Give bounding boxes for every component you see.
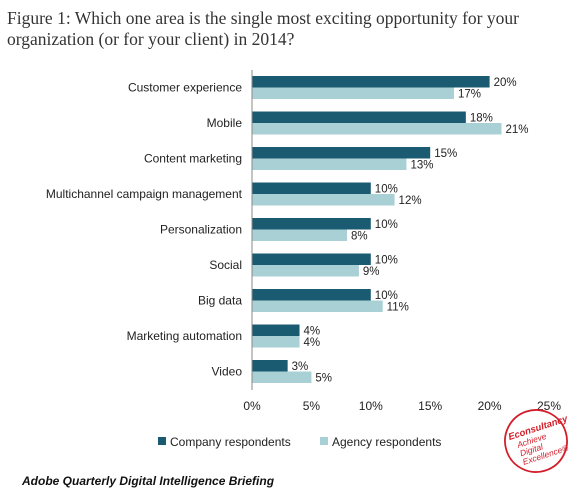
value-label-agency-content-marketing: 13% bbox=[410, 160, 433, 172]
value-label-agency-big-data: 11% bbox=[387, 302, 409, 314]
category-label-multichannel-campaign-management: Multichannel campaign management bbox=[46, 187, 243, 201]
bar-agency-big-data bbox=[252, 300, 383, 312]
value-label-company-marketing-automation: 4% bbox=[304, 326, 321, 338]
value-label-company-personalization: 10% bbox=[375, 219, 398, 231]
value-label-agency-customer-experience: 17% bbox=[458, 89, 481, 101]
bars-layer bbox=[252, 76, 502, 383]
legend-label-company: Company respondents bbox=[170, 435, 291, 449]
chart-title: Figure 1: Which one area is the single m… bbox=[7, 8, 577, 50]
chart-title-line-1: Figure 1: Which one area is the single m… bbox=[7, 8, 519, 28]
value-label-agency-video: 5% bbox=[315, 373, 332, 385]
value-label-company-customer-experience: 20% bbox=[494, 77, 517, 89]
value-label-agency-personalization: 8% bbox=[351, 231, 368, 243]
category-labels-layer: Customer experience Mobile Content marketi… bbox=[46, 81, 243, 379]
value-label-company-mobile: 18% bbox=[470, 113, 493, 125]
value-label-agency-marketing-automation: 4% bbox=[304, 337, 321, 349]
value-label-agency-mobile: 21% bbox=[505, 124, 528, 136]
bar-company-personalization bbox=[252, 218, 371, 230]
bar-company-content-marketing bbox=[252, 147, 431, 159]
bar-company-social bbox=[252, 253, 371, 265]
value-label-company-video: 3% bbox=[292, 361, 309, 373]
value-label-company-big-data: 10% bbox=[375, 290, 398, 302]
bar-agency-personalization bbox=[252, 229, 348, 241]
category-label-mobile: Mobile bbox=[207, 116, 243, 130]
bar-company-multichannel-campaign-management bbox=[252, 182, 371, 194]
x-tick-label-20: 20% bbox=[478, 399, 502, 413]
bar-agency-customer-experience bbox=[252, 87, 454, 99]
value-label-company-social: 10% bbox=[375, 255, 398, 267]
bar-agency-content-marketing bbox=[252, 158, 407, 170]
stamp-circle bbox=[504, 409, 568, 473]
bar-agency-social bbox=[252, 265, 359, 277]
x-tick-label-10: 10% bbox=[359, 399, 383, 413]
category-label-video: Video bbox=[212, 365, 243, 379]
bar-company-marketing-automation bbox=[252, 324, 300, 336]
category-label-marketing-automation: Marketing automation bbox=[127, 329, 242, 343]
category-label-personalization: Personalization bbox=[160, 223, 242, 237]
x-tick-label-5: 5% bbox=[303, 399, 321, 413]
x-tick-labels-layer: 0% 5% 10% 15% 20% 25% bbox=[243, 399, 561, 413]
source-caption: Adobe Quarterly Digital Intelligence Bri… bbox=[22, 474, 275, 488]
legend: Company respondents Agency respondents bbox=[158, 435, 441, 449]
x-tick-label-0: 0% bbox=[243, 399, 261, 413]
x-tick-label-25: 25% bbox=[537, 399, 561, 413]
value-label-company-content-marketing: 15% bbox=[434, 148, 457, 160]
x-tick-label-15: 15% bbox=[418, 399, 442, 413]
legend-swatch-agency bbox=[320, 437, 328, 445]
category-label-big-data: Big data bbox=[198, 294, 242, 308]
legend-swatch-company bbox=[158, 437, 166, 445]
value-label-company-multichannel-campaign-management: 10% bbox=[375, 184, 398, 196]
bar-company-big-data bbox=[252, 289, 371, 301]
value-label-agency-multichannel-campaign-management: 12% bbox=[399, 195, 422, 207]
bar-agency-multichannel-campaign-management bbox=[252, 194, 395, 206]
bar-company-video bbox=[252, 360, 288, 372]
bar-agency-mobile bbox=[252, 123, 502, 135]
bar-agency-marketing-automation bbox=[252, 336, 300, 348]
value-label-agency-social: 9% bbox=[363, 266, 380, 278]
bar-company-mobile bbox=[252, 111, 466, 123]
chart-title-line-2: organization (or for your client) in 201… bbox=[7, 29, 295, 49]
category-label-social: Social bbox=[209, 258, 242, 272]
bar-agency-video bbox=[252, 371, 312, 383]
legend-label-agency: Agency respondents bbox=[332, 435, 441, 449]
category-label-customer-experience: Customer experience bbox=[128, 81, 242, 95]
bar-company-customer-experience bbox=[252, 76, 490, 88]
value-labels-layer: 20%17%18%21%15%13%10%12%10%8%10%9%10%11%… bbox=[292, 77, 529, 385]
category-label-content-marketing: Content marketing bbox=[144, 152, 242, 166]
